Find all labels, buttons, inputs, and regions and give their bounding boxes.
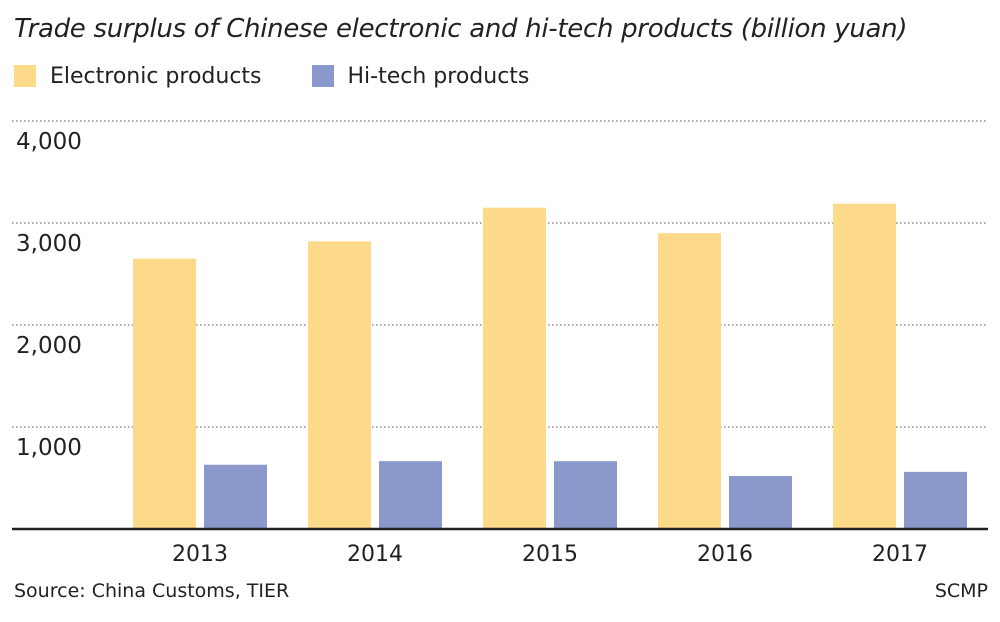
x-tick-label: 2013: [172, 542, 228, 567]
y-tick-label: 4,000: [16, 129, 82, 155]
y-tick-label: 3,000: [16, 231, 82, 257]
x-tick-label: 2015: [522, 542, 578, 567]
bar-electronic: [133, 258, 196, 529]
legend-label-electronic: Electronic products: [50, 63, 262, 89]
bar-hitech: [554, 461, 617, 529]
bar-hitech: [729, 475, 792, 529]
bar-hitech: [904, 471, 967, 529]
bar-electronic: [308, 241, 371, 530]
bar-hitech: [379, 461, 442, 529]
legend-label-hitech: Hi-tech products: [347, 63, 530, 89]
x-tick-label: 2016: [697, 542, 753, 567]
y-tick-label: 2,000: [16, 333, 82, 359]
legend: Electronic products Hi-tech products: [14, 60, 579, 92]
bar-electronic: [483, 207, 546, 529]
legend-item-electronic: Electronic products: [14, 64, 262, 89]
x-tick-label: 2014: [347, 542, 403, 567]
bar-electronic: [833, 203, 896, 529]
x-tick-label: 2017: [872, 542, 928, 567]
y-tick-label: 1,000: [16, 435, 82, 461]
chart-title: Trade surplus of Chinese electronic and …: [14, 14, 908, 44]
bar-electronic: [658, 233, 721, 529]
legend-item-hitech: Hi-tech products: [311, 63, 530, 89]
credit-label: SCMP: [934, 580, 988, 602]
legend-swatch-hitech: [311, 65, 334, 87]
legend-swatch-electronic: [14, 65, 36, 87]
bar-hitech: [204, 464, 267, 529]
source-note: Source: China Customs, TIER: [14, 580, 290, 602]
